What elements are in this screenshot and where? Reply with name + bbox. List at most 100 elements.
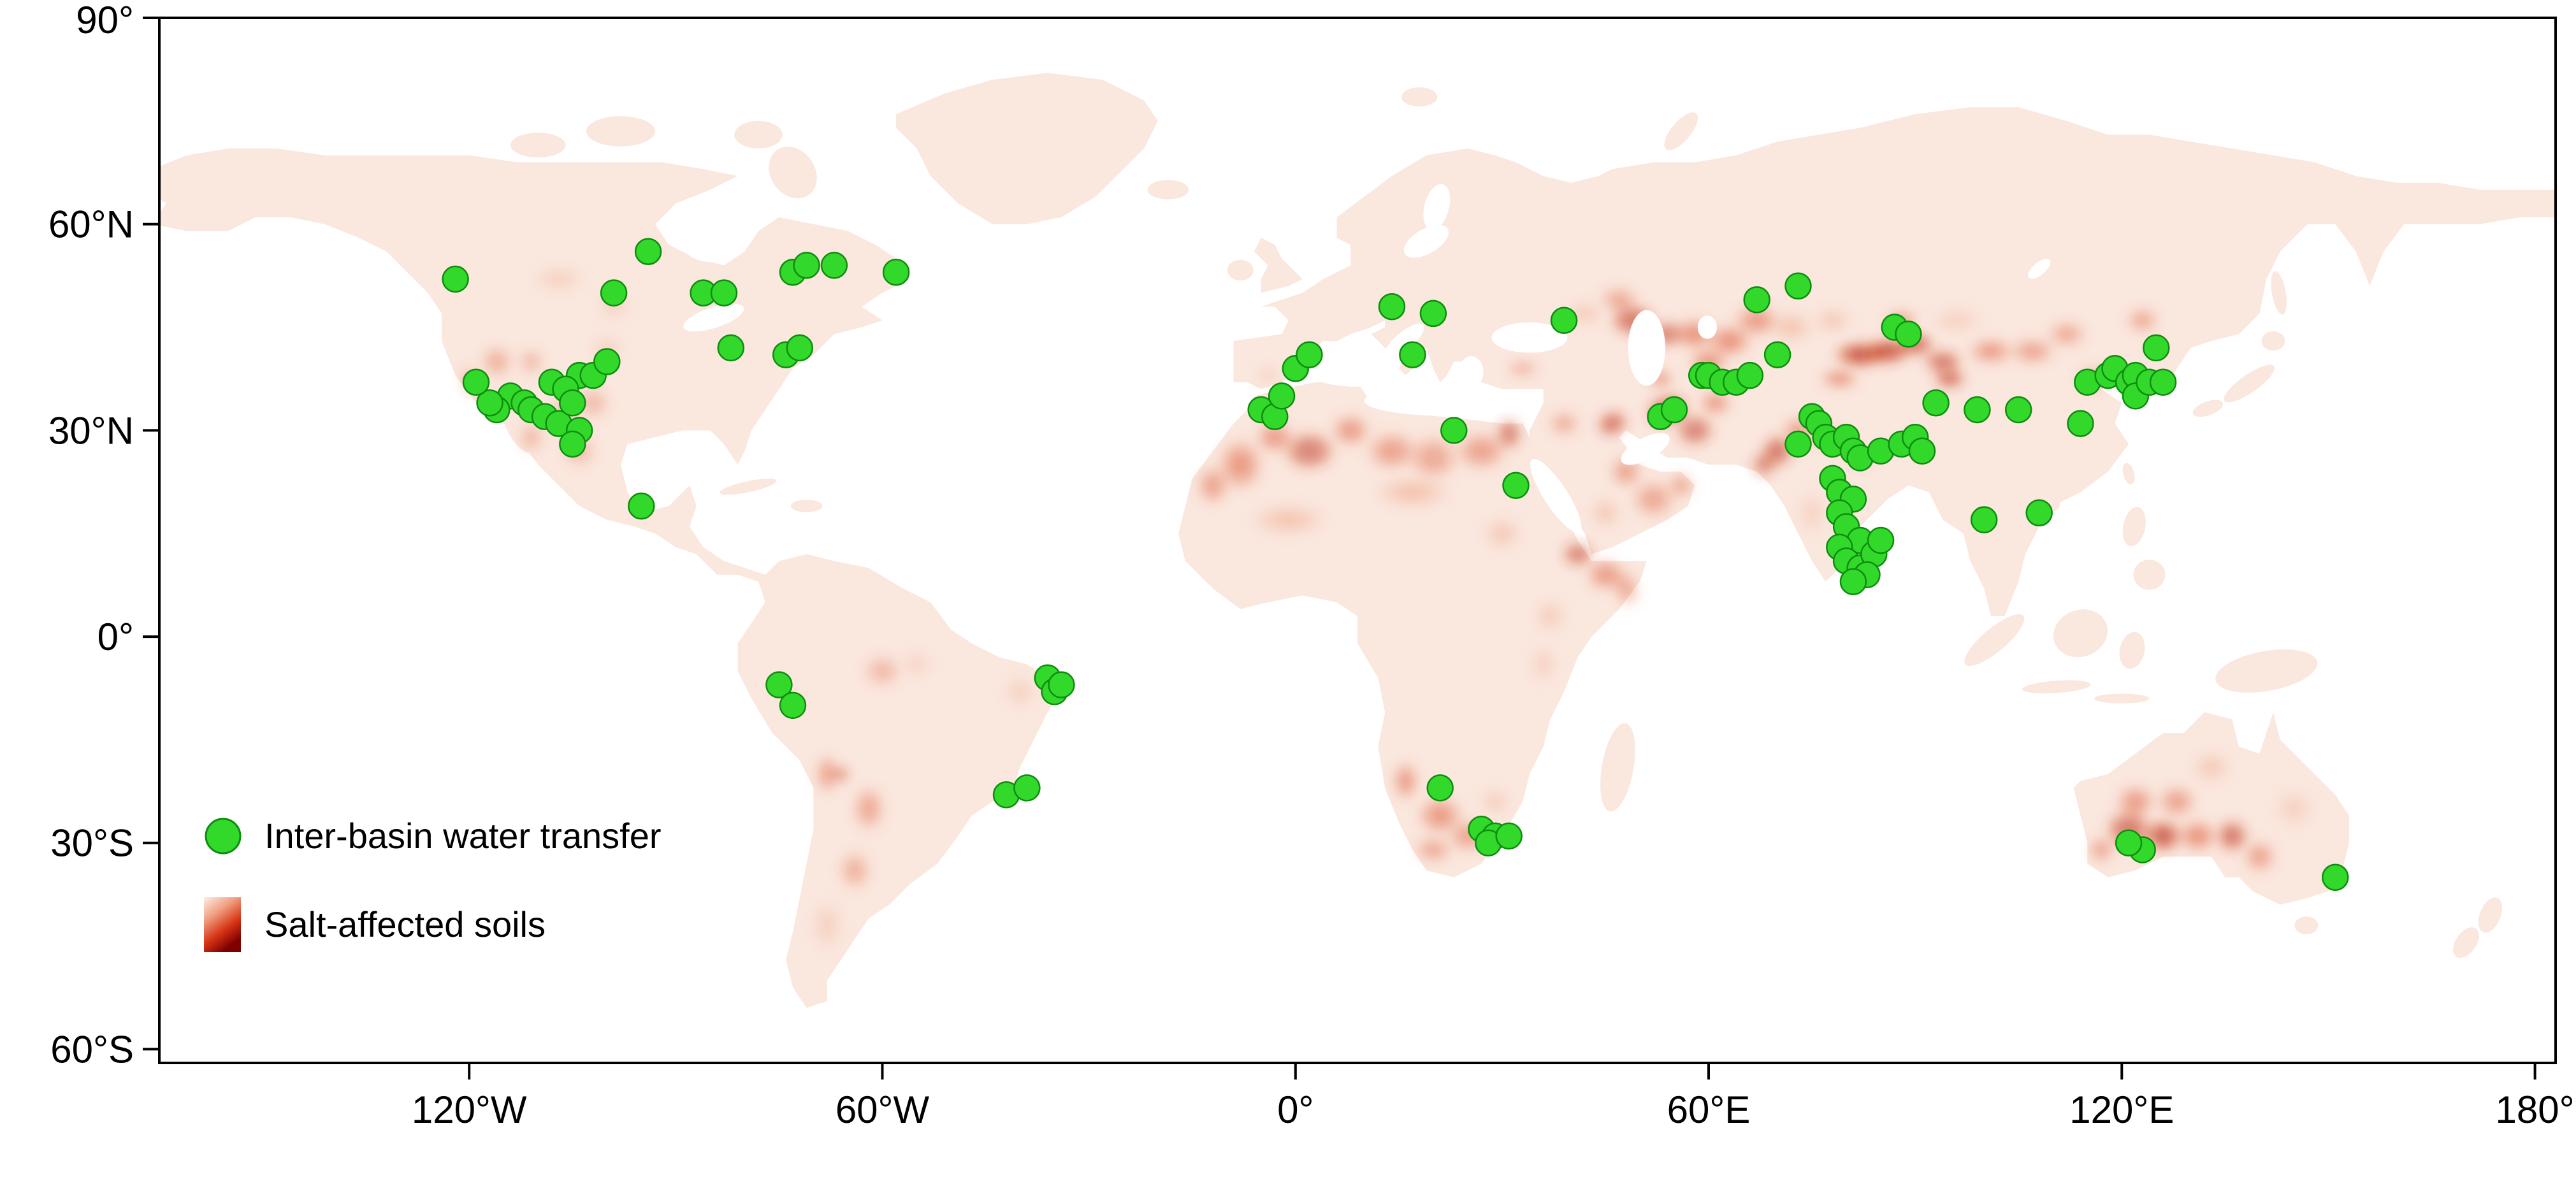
salt-region [1932, 368, 1967, 389]
island [1147, 180, 1189, 199]
transfer-point [2025, 499, 2053, 527]
transfer-point [779, 691, 807, 719]
transfer-point [765, 671, 793, 698]
y-tick-label: 30°S [50, 822, 134, 865]
y-tick-label: 90° [76, 0, 134, 41]
inland-water [1697, 315, 1717, 339]
island [2192, 400, 2224, 417]
x-tick-label: 60°E [1667, 1088, 1751, 1131]
island [790, 500, 823, 512]
island [2215, 649, 2318, 693]
salt-region [1967, 337, 2015, 365]
transfer-point [786, 334, 814, 362]
transfer-point [1867, 526, 1895, 554]
salt-region [1818, 368, 1860, 389]
island [2478, 897, 2502, 933]
transfer-point [462, 368, 490, 396]
transfer-point [1419, 300, 1447, 328]
island [1664, 112, 1698, 150]
salt-region [517, 347, 546, 376]
salt-region [2046, 320, 2088, 348]
x-axis-ticks: 120°W 60°W 0° 60°E 120°E 180° [412, 1063, 2575, 1131]
transfer-point [1784, 430, 1812, 458]
salt-region [810, 898, 844, 953]
inland-water [1423, 184, 1451, 230]
transfer-point [793, 252, 820, 279]
legend-symbol-water-transfer-icon [205, 818, 242, 855]
salt-region [837, 849, 872, 892]
island [2453, 927, 2479, 958]
transfer-point [1922, 389, 1950, 417]
salt-region [1611, 568, 1641, 609]
salt-region [1329, 413, 1371, 448]
transfer-point [1502, 472, 1530, 499]
salt-region [1547, 410, 1582, 438]
salt-region [575, 386, 611, 421]
transfer-point [1495, 822, 1523, 850]
inland-water [1384, 323, 1424, 359]
transfer-point [1378, 292, 1406, 321]
island [720, 479, 777, 495]
salt-region [1405, 433, 1461, 482]
island [2271, 271, 2287, 315]
y-tick-label: 60°S [50, 1028, 134, 1071]
inland-water [1530, 458, 1582, 533]
salt-region [1598, 285, 1640, 314]
transfer-point [1296, 341, 1323, 368]
transfer-point [559, 389, 586, 417]
salt-region [1505, 359, 1540, 378]
salt-region [1533, 598, 1568, 633]
salt-region [832, 765, 850, 783]
transfer-point [1763, 341, 1791, 368]
salt-region [2115, 784, 2157, 819]
transfer-point [600, 279, 628, 307]
salt-region [1922, 349, 1964, 374]
salt-region [2125, 307, 2160, 335]
transfer-point [1736, 361, 1764, 389]
island [2133, 560, 2166, 590]
island [2022, 680, 2091, 694]
salt-region [1530, 643, 1558, 685]
salt-region [479, 344, 514, 379]
salt-region [2087, 835, 2115, 864]
salt-region [1749, 451, 1778, 479]
island [1401, 87, 1438, 107]
island [2122, 507, 2146, 547]
water-transfer-points-layer [442, 238, 2349, 891]
salt-region [2273, 788, 2315, 830]
salt-region [1247, 502, 1330, 537]
salt-region [1371, 475, 1454, 510]
island [510, 133, 566, 158]
transfer-point [628, 492, 655, 520]
island [2261, 331, 2285, 351]
transfer-point [634, 238, 662, 266]
transfer-point [1399, 341, 1426, 368]
salt-region [2190, 750, 2232, 785]
island [1227, 259, 1254, 281]
transfer-point [2322, 863, 2349, 891]
transfer-point [2115, 829, 2143, 856]
axes: 120°W 60°W 0° 60°E 120°E 180° 90° 60°N 30°N 0° 30… [48, 0, 2575, 1131]
legend: Inter-basin water transfer Salt-affected… [204, 816, 661, 952]
transfer-point [2004, 396, 2032, 424]
transfer-point [1908, 437, 1936, 465]
salt-region [1595, 409, 1630, 438]
salt-region [1481, 516, 1523, 551]
y-tick-label: 30°N [48, 409, 134, 452]
y-tick-label: 60°N [48, 203, 134, 246]
salt-region [1588, 495, 1623, 530]
salt-region [1629, 478, 1678, 520]
transfer-point [1268, 382, 1296, 410]
transfer-point [442, 265, 469, 293]
salt-region [1364, 430, 1420, 472]
salt-region [1495, 416, 1523, 451]
transfer-point [2143, 334, 2170, 362]
x-tick-label: 120°E [2069, 1088, 2174, 1131]
inland-water [1621, 433, 1670, 465]
island [769, 147, 817, 199]
salt-region [2008, 337, 2057, 365]
x-tick-label: 120°W [412, 1088, 527, 1131]
transfer-point [559, 430, 586, 458]
